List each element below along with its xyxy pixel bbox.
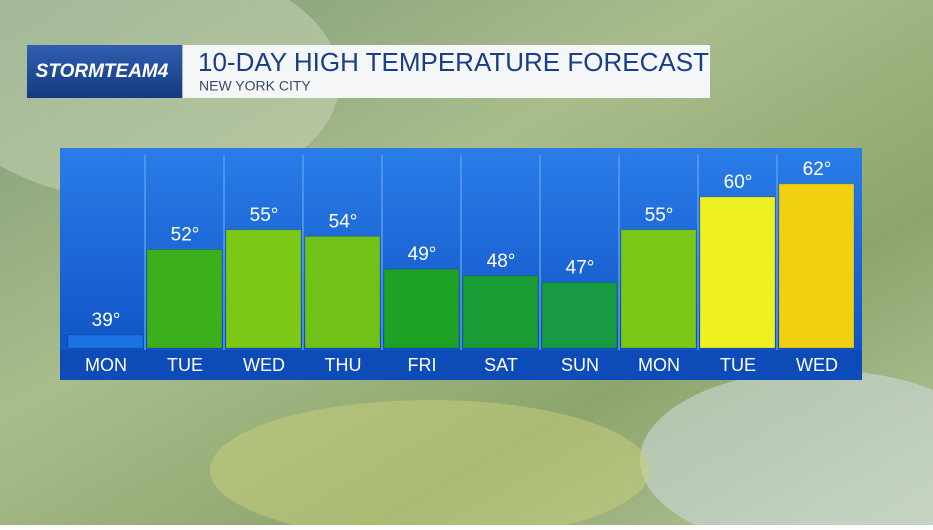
x-tick-label: MON — [638, 355, 680, 375]
bar — [620, 229, 697, 349]
logo-box — [27, 45, 182, 98]
title-box — [183, 45, 710, 98]
value-label: 55° — [645, 205, 674, 226]
chart-title: 10-DAY HIGH TEMPERATURE FORECAST — [198, 47, 709, 77]
value-label: 39° — [92, 310, 121, 331]
value-label: 55° — [250, 205, 279, 226]
blur — [210, 400, 650, 530]
category-strip — [60, 350, 862, 380]
bar — [67, 334, 144, 349]
value-label: 54° — [329, 211, 358, 232]
x-tick-label: SAT — [484, 355, 518, 375]
value-label: 48° — [487, 251, 516, 272]
x-tick-label: SUN — [561, 355, 599, 375]
x-tick-label: MON — [85, 355, 127, 375]
bar — [462, 275, 539, 349]
plot: MON 39° TUE 52° WED 55° THU 54° FRI 49° SAT 48° SUN 4… — [67, 155, 855, 375]
value-label: 49° — [408, 244, 437, 265]
value-label: 60° — [724, 172, 753, 193]
value-label: 62° — [803, 159, 832, 180]
value-label: 52° — [171, 225, 200, 246]
bar — [304, 235, 381, 349]
bar — [225, 229, 302, 349]
bar — [146, 249, 223, 349]
chart-subtitle: NEW YORK CITY — [199, 78, 311, 94]
brand: STORMTEAM4 — [36, 61, 169, 82]
bar — [383, 268, 460, 349]
x-tick-label: TUE — [167, 355, 203, 375]
bar — [699, 196, 776, 349]
x-tick-label: WED — [243, 355, 285, 375]
x-tick-label: FRI — [408, 355, 437, 375]
bar — [541, 281, 618, 349]
bar — [778, 183, 855, 349]
x-tick-label: WED — [796, 355, 838, 375]
value-label: 47° — [566, 257, 595, 278]
x-tick-label: TUE — [720, 355, 756, 375]
blur — [640, 370, 933, 530]
x-tick-label: THU — [325, 355, 362, 375]
